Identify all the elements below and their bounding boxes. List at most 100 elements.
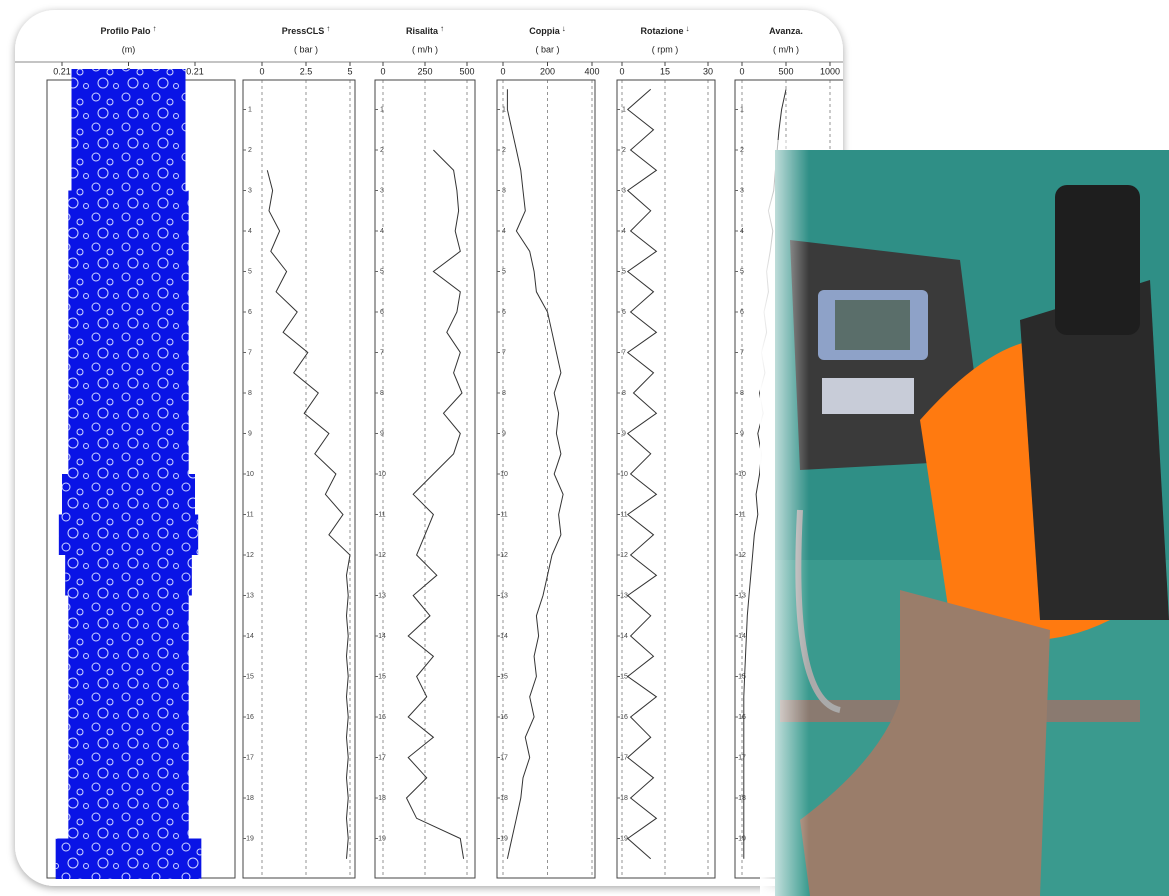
depth-label: 13 bbox=[738, 592, 746, 599]
depth-label: 8 bbox=[502, 390, 506, 397]
depth-label: 17 bbox=[378, 754, 386, 761]
depth-label: 4 bbox=[248, 228, 252, 235]
depth-label: 2 bbox=[622, 147, 626, 154]
depth-label: 19 bbox=[620, 835, 628, 842]
depth-label: 13 bbox=[246, 592, 254, 599]
panel-title-text: Profilo Palo bbox=[100, 26, 151, 36]
panel-title-text: Risalita bbox=[406, 26, 439, 36]
depth-label: 13 bbox=[500, 592, 508, 599]
depth-label: 10 bbox=[500, 471, 508, 478]
panel-title: Rotazione↓ bbox=[640, 24, 689, 36]
x-tick-label: 0 bbox=[259, 66, 264, 76]
depth-label: 15 bbox=[620, 673, 628, 680]
x-tick-label: 15 bbox=[660, 66, 670, 76]
depth-label: 19 bbox=[738, 835, 746, 842]
depth-label: 17 bbox=[620, 754, 628, 761]
panel-title: PressCLS↑ bbox=[282, 24, 331, 36]
direction-arrow: ↓ bbox=[686, 24, 690, 33]
depth-label: 5 bbox=[740, 268, 744, 275]
depth-label: 9 bbox=[248, 430, 252, 437]
profile-texture bbox=[68, 393, 188, 434]
direction-arrow: ↑ bbox=[326, 24, 330, 33]
depth-label: 13 bbox=[378, 592, 386, 599]
panel-title-text: Rotazione bbox=[640, 26, 683, 36]
profile-texture bbox=[68, 717, 188, 758]
depth-label: 3 bbox=[248, 187, 252, 194]
panel-unit: (m) bbox=[122, 44, 136, 54]
profile-texture bbox=[62, 474, 195, 515]
profile-texture bbox=[68, 798, 188, 839]
depth-label: 16 bbox=[738, 714, 746, 721]
profile-texture bbox=[56, 839, 202, 880]
depth-label: 18 bbox=[378, 795, 386, 802]
depth-label: 17 bbox=[500, 754, 508, 761]
profile-texture bbox=[68, 312, 188, 353]
depth-label: 1 bbox=[622, 106, 626, 113]
profile-texture bbox=[68, 758, 188, 799]
x-tick-label: 200 bbox=[540, 66, 555, 76]
depth-label: 1 bbox=[740, 106, 744, 113]
depth-label: 4 bbox=[740, 228, 744, 235]
panel-title: Profilo Palo↑ bbox=[100, 24, 156, 36]
depth-label: 6 bbox=[502, 309, 506, 316]
x-tick-label: 0.21 bbox=[53, 66, 71, 76]
panel-unit: ( m/h ) bbox=[773, 44, 799, 54]
depth-label: 3 bbox=[622, 187, 626, 194]
depth-label: 15 bbox=[378, 673, 386, 680]
panel-title: Avanza. bbox=[769, 26, 803, 36]
depth-label: 18 bbox=[500, 795, 508, 802]
depth-label: 17 bbox=[738, 754, 746, 761]
depth-label: 14 bbox=[246, 633, 254, 640]
photo-fade bbox=[760, 140, 1169, 896]
depth-label: 8 bbox=[622, 390, 626, 397]
depth-label: 18 bbox=[246, 795, 254, 802]
depth-label: 2 bbox=[380, 147, 384, 154]
x-tick-label: 0.21 bbox=[186, 66, 204, 76]
x-tick-label: 250 bbox=[417, 66, 432, 76]
profile-texture bbox=[68, 677, 188, 718]
depth-label: 12 bbox=[500, 552, 508, 559]
x-tick-label: 0 bbox=[739, 66, 744, 76]
direction-arrow: ↑ bbox=[153, 24, 157, 33]
depth-label: 3 bbox=[740, 187, 744, 194]
composite: Profilo Palo↑(m)0.2100.21PressCLS↑( bar … bbox=[0, 0, 1169, 896]
depth-label: 6 bbox=[248, 309, 252, 316]
depth-label: 1 bbox=[248, 106, 252, 113]
depth-label: 8 bbox=[380, 390, 384, 397]
depth-label: 12 bbox=[378, 552, 386, 559]
profile-texture bbox=[65, 555, 192, 596]
profile-texture bbox=[68, 353, 188, 394]
depth-label: 14 bbox=[620, 633, 628, 640]
profile-texture bbox=[72, 69, 186, 110]
depth-label: 16 bbox=[620, 714, 628, 721]
depth-label: 16 bbox=[378, 714, 386, 721]
depth-label: 19 bbox=[378, 835, 386, 842]
x-tick-label: 500 bbox=[459, 66, 474, 76]
depth-label: 14 bbox=[500, 633, 508, 640]
depth-label: 14 bbox=[378, 633, 386, 640]
profile-texture bbox=[72, 150, 186, 191]
depth-label: 7 bbox=[740, 349, 744, 356]
panel-unit: ( m/h ) bbox=[412, 44, 438, 54]
depth-label: 15 bbox=[246, 673, 254, 680]
depth-label: 10 bbox=[378, 471, 386, 478]
depth-label: 10 bbox=[620, 471, 628, 478]
depth-label: 16 bbox=[500, 714, 508, 721]
depth-label: 4 bbox=[380, 228, 384, 235]
depth-label: 19 bbox=[246, 835, 254, 842]
depth-label: 11 bbox=[738, 511, 745, 518]
depth-label: 11 bbox=[378, 511, 385, 518]
depth-label: 13 bbox=[620, 592, 628, 599]
panel-title-text: Avanza. bbox=[769, 26, 803, 36]
x-tick-label: 0 bbox=[619, 66, 624, 76]
depth-label: 5 bbox=[248, 268, 252, 275]
profile-texture bbox=[59, 515, 198, 556]
depth-label: 5 bbox=[380, 268, 384, 275]
depth-label: 7 bbox=[622, 349, 626, 356]
depth-label: 3 bbox=[502, 187, 506, 194]
depth-label: 10 bbox=[738, 471, 746, 478]
depth-label: 12 bbox=[620, 552, 628, 559]
panel-unit: ( bar ) bbox=[535, 44, 559, 54]
x-tick-label: 1000 bbox=[820, 66, 840, 76]
depth-label: 14 bbox=[738, 633, 746, 640]
